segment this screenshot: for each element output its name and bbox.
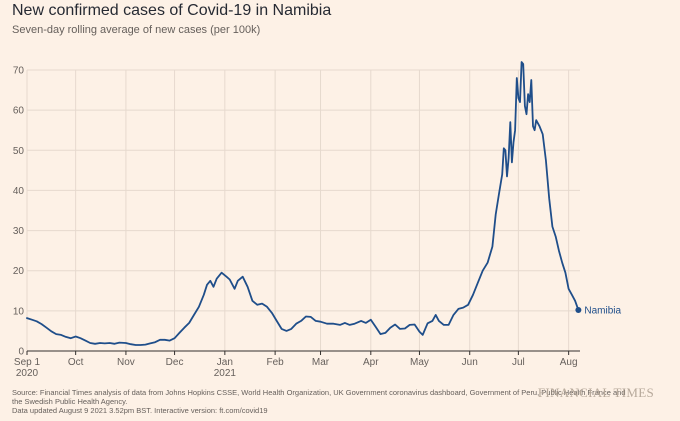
y-axis-tick-labels: 0 10 20 30 40 50 60 70	[13, 66, 25, 358]
x-tick-year-label: 2021	[214, 368, 237, 379]
x-tick-label: Sep 1	[14, 357, 41, 368]
y-tick-label: 0	[18, 347, 24, 358]
series-line-namibia	[26, 61, 580, 346]
page-title: New confirmed cases of Covid-19 in Namib…	[12, 2, 332, 19]
x-tick-label: Jul	[512, 357, 525, 368]
x-tick-label: Dec	[166, 357, 184, 368]
y-tick-label: 10	[13, 306, 25, 317]
x-tick-label: Aug	[560, 357, 578, 368]
x-tick-label: May	[410, 357, 429, 368]
source-note: Source: Financial Times analysis of data…	[12, 388, 626, 415]
updated-note: Data updated August 9 2021 3.52pm BST. I…	[12, 406, 268, 415]
source-line-1: Source: Financial Times analysis of data…	[12, 388, 626, 397]
y-tick-label: 50	[13, 146, 25, 157]
x-tick-label: Jan	[217, 357, 233, 368]
financial-times-logo: FINANCIAL TIMES	[537, 385, 654, 400]
series-label-namibia: Namibia	[584, 306, 621, 317]
x-tick-label: Apr	[363, 357, 379, 368]
x-tick-year-label: 2020	[16, 368, 39, 379]
source-line-2: the Swedish Public Health Agency.	[12, 397, 128, 406]
page-subtitle: Seven-day rolling average of new cases (…	[12, 24, 261, 36]
y-tick-label: 70	[13, 66, 25, 77]
y-tick-label: 30	[13, 226, 25, 237]
x-tick-label: Nov	[117, 357, 135, 368]
x-tick-label: Oct	[68, 357, 84, 368]
series-end-point	[575, 307, 582, 314]
x-tick-label: Jun	[462, 357, 478, 368]
x-tick-label: Mar	[312, 357, 330, 368]
y-tick-label: 60	[13, 106, 25, 117]
x-tick-label: Feb	[267, 357, 285, 368]
y-tick-label: 40	[13, 186, 25, 197]
y-tick-label: 20	[13, 266, 25, 277]
gridlines	[26, 69, 580, 351]
